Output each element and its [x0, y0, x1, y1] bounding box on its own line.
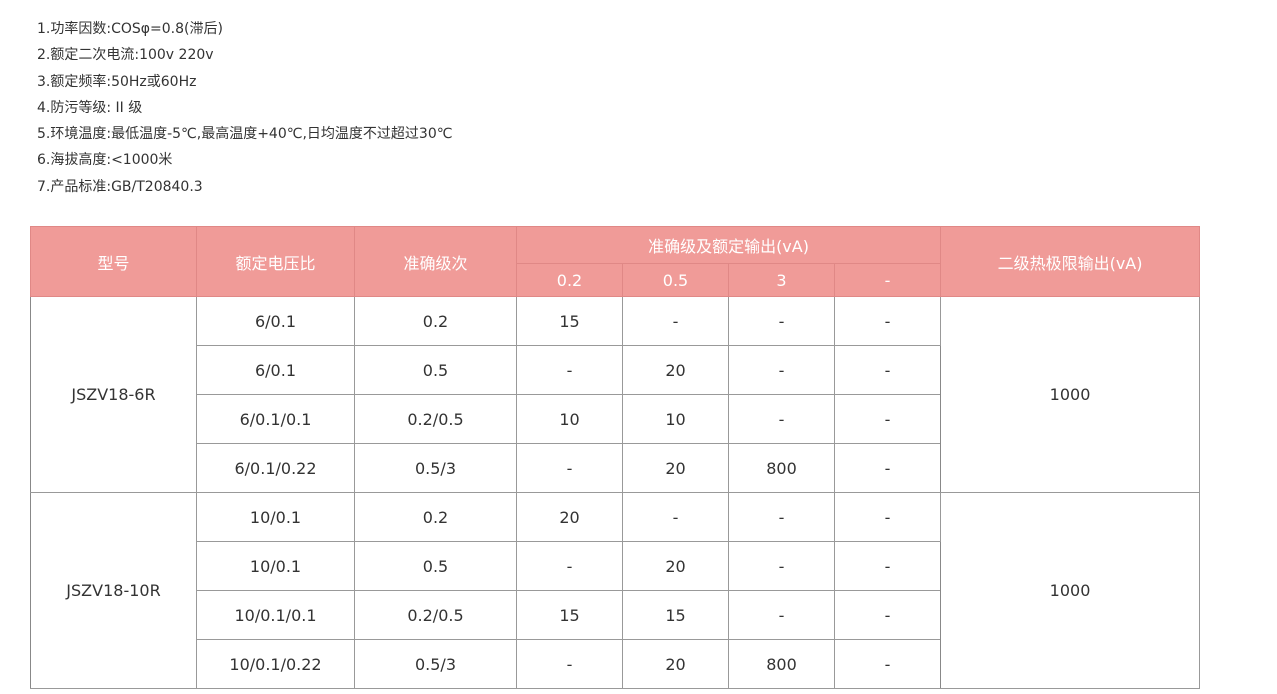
table-cell: 15 [516, 590, 623, 640]
table-row: 10/0.1/0.22 0.5/3-20 800- [31, 639, 1200, 689]
table-cell: - [516, 639, 623, 689]
table-cell: - [833, 639, 942, 689]
spec-item: 4.防污等级: II 级 [37, 99, 143, 116]
table-cell: 10/0.1/0.22 [196, 639, 355, 689]
table-cell: - [516, 345, 623, 395]
table-cell: 0.2/0.5 [354, 394, 517, 444]
header-sub: - [833, 263, 942, 297]
table-cell: 6/0.1/0.22 [196, 443, 355, 493]
table-cell: 20 [622, 639, 729, 689]
table-cell: 15 [622, 590, 729, 640]
table-cell: - [833, 590, 942, 640]
spec-item: 7.产品标准:GB/T20840.3 [37, 178, 203, 195]
table-cell: - [833, 443, 942, 493]
header-sub: 0.5 [622, 263, 729, 297]
table-cell: - [833, 541, 942, 591]
table-cell: - [728, 345, 835, 395]
table-cell: 10/0.1 [196, 492, 355, 542]
spec-item: 3.额定频率:50Hz或60Hz [37, 73, 197, 90]
table-cell: 20 [622, 443, 729, 493]
table-cell: 20 [516, 492, 623, 542]
table-cell: 20 [622, 345, 729, 395]
header-limit: 二级热极限输出(vA) [940, 226, 1201, 297]
table-cell: - [516, 541, 623, 591]
table-cell: 6/0.1 [196, 345, 355, 395]
table-cell: 0.2 [354, 492, 517, 542]
table-cell: 20 [622, 541, 729, 591]
table-row: 10/0.1/0.1 0.2/0.5 15 15- - [31, 590, 1200, 640]
table-row: JSZV18-6R 6/0.1 0.2 15- - -1000 [30, 296, 1201, 493]
table-cell: - [728, 492, 835, 542]
table-cell: - [516, 443, 623, 493]
table-cell: - [833, 394, 942, 444]
table-cell: - [728, 394, 835, 444]
table-cell: 15 [516, 296, 623, 346]
spec-table: 型号 额定电压比 准确级次 准确级及额定输出(vA) 二级热极限输出(vA) 0… [30, 226, 1201, 689]
table-cell: 800 [728, 639, 835, 689]
table-cell: - [622, 296, 729, 346]
spec-list: 1.功率因数:COSφ=0.8(滞后) 2.额定二次电流:100v 220v 3.额… [37, 16, 452, 200]
table-cell: - [833, 296, 942, 346]
table-cell: 0.5/3 [354, 639, 517, 689]
table-cell: - [833, 345, 942, 395]
table-cell: 10/0.1 [196, 541, 355, 591]
model-cell: JSZV18-6R [30, 296, 197, 493]
spec-item: 5.环境温度:最低温度-5℃,最高温度+40℃,日均温度不过超过30℃ [37, 126, 453, 143]
table-cell: 10 [622, 394, 729, 444]
table-cell: 10 [516, 394, 623, 444]
table-cell: 0.5 [354, 345, 517, 395]
limit-cell: 1000 [940, 296, 1201, 493]
table-cell: 6/0.1/0.1 [196, 394, 355, 444]
table-cell: 0.2/0.5 [354, 590, 517, 640]
table-cell: - [728, 590, 835, 640]
header-accuracy: 准确级次 [354, 226, 517, 297]
limit-cell: 1000 [940, 492, 1201, 689]
spec-item: 2.额定二次电流:100v 220v [37, 47, 214, 64]
spec-item: 6.海拔高度:<1000米 [37, 152, 173, 169]
table-row: JSZV18-10R 10/0.1 0.2 20- - -1000 [30, 492, 1201, 689]
table-cell: 10/0.1/0.1 [196, 590, 355, 640]
table-cell: - [728, 296, 835, 346]
header-output-group: 准确级及额定输出(vA) [515, 226, 942, 264]
table-cell: - [622, 492, 729, 542]
table-cell: 0.2 [354, 296, 517, 346]
header-model: 型号 [30, 226, 197, 297]
model-cell: JSZV18-10R [30, 492, 197, 689]
table-cell: 0.5/3 [354, 443, 517, 493]
table-cell: - [833, 492, 942, 542]
header-sub: 3 [728, 263, 835, 297]
header-ratio: 额定电压比 [196, 226, 355, 297]
table-row: 10/0.1 0.5-20- - [31, 541, 1200, 591]
table-cell: 0.5 [354, 541, 517, 591]
table-cell: 800 [728, 443, 835, 493]
table-cell: - [728, 541, 835, 591]
header-sub: 0.2 [516, 263, 623, 297]
table-row: 6/0.1 0.5-20- - [31, 345, 1200, 395]
spec-item: 1.功率因数:COSφ=0.8(滞后) [37, 21, 223, 37]
table-cell: 6/0.1 [196, 296, 355, 346]
